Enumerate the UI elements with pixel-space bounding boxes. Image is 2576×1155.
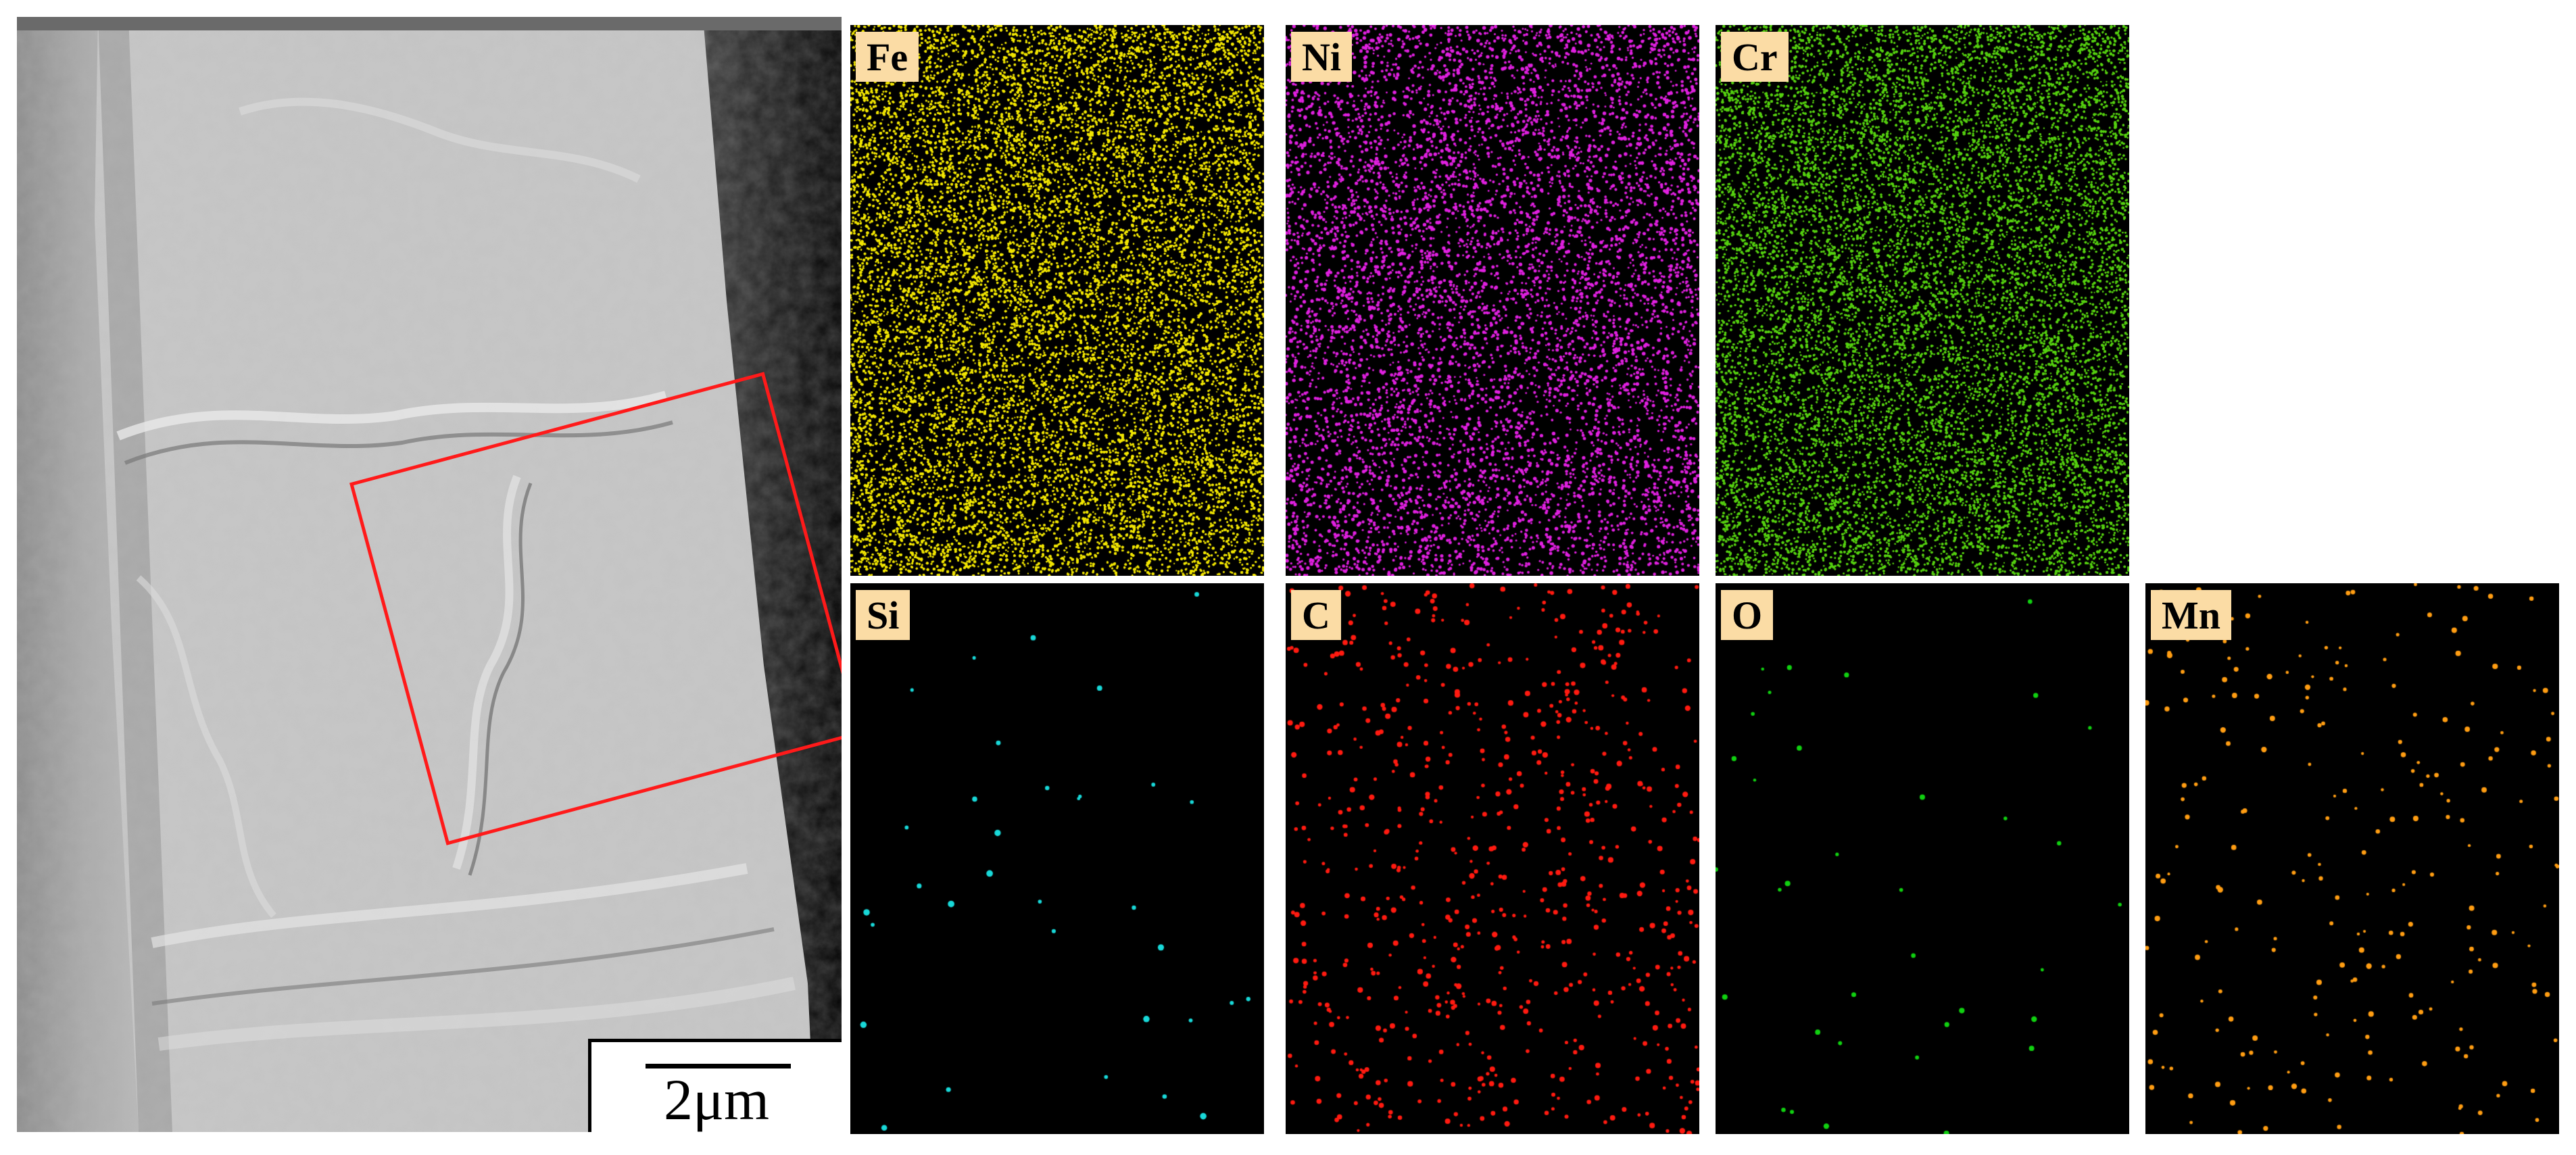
eds-map-o-canvas <box>1716 583 2129 1134</box>
eds-map-cr-canvas <box>1716 25 2129 576</box>
eds-map-cr: Cr <box>1716 25 2129 576</box>
eds-map-si-canvas <box>850 583 1264 1134</box>
eds-map-ni-canvas <box>1286 25 1699 576</box>
scale-bar-label: 2μm <box>663 1067 769 1132</box>
eds-map-c: C <box>1286 583 1699 1134</box>
eds-map-cr-label: Cr <box>1721 32 1789 82</box>
eds-map-fe-canvas <box>850 25 1264 576</box>
scale-bar-line <box>646 1064 791 1068</box>
tem-image: 2μm <box>17 17 842 1132</box>
eds-map-ni: Ni <box>1286 25 1699 576</box>
eds-map-fe: Fe <box>850 25 1264 576</box>
scale-bar: 2μm <box>588 1039 842 1132</box>
eds-map-mn-label: Mn <box>2151 590 2231 640</box>
eds-map-c-label: C <box>1291 590 1341 640</box>
eds-map-o-label: O <box>1721 590 1774 640</box>
eds-map-ni-label: Ni <box>1291 32 1352 82</box>
eds-map-c-canvas <box>1286 583 1699 1134</box>
eds-map-si-label: Si <box>856 590 910 640</box>
eds-map-si: Si <box>850 583 1264 1134</box>
eds-map-mn-canvas <box>2145 583 2559 1134</box>
tem-micrograph <box>17 17 842 1132</box>
eds-map-fe-label: Fe <box>856 32 919 82</box>
eds-map-mn: Mn <box>2145 583 2559 1134</box>
eds-map-o: O <box>1716 583 2129 1134</box>
